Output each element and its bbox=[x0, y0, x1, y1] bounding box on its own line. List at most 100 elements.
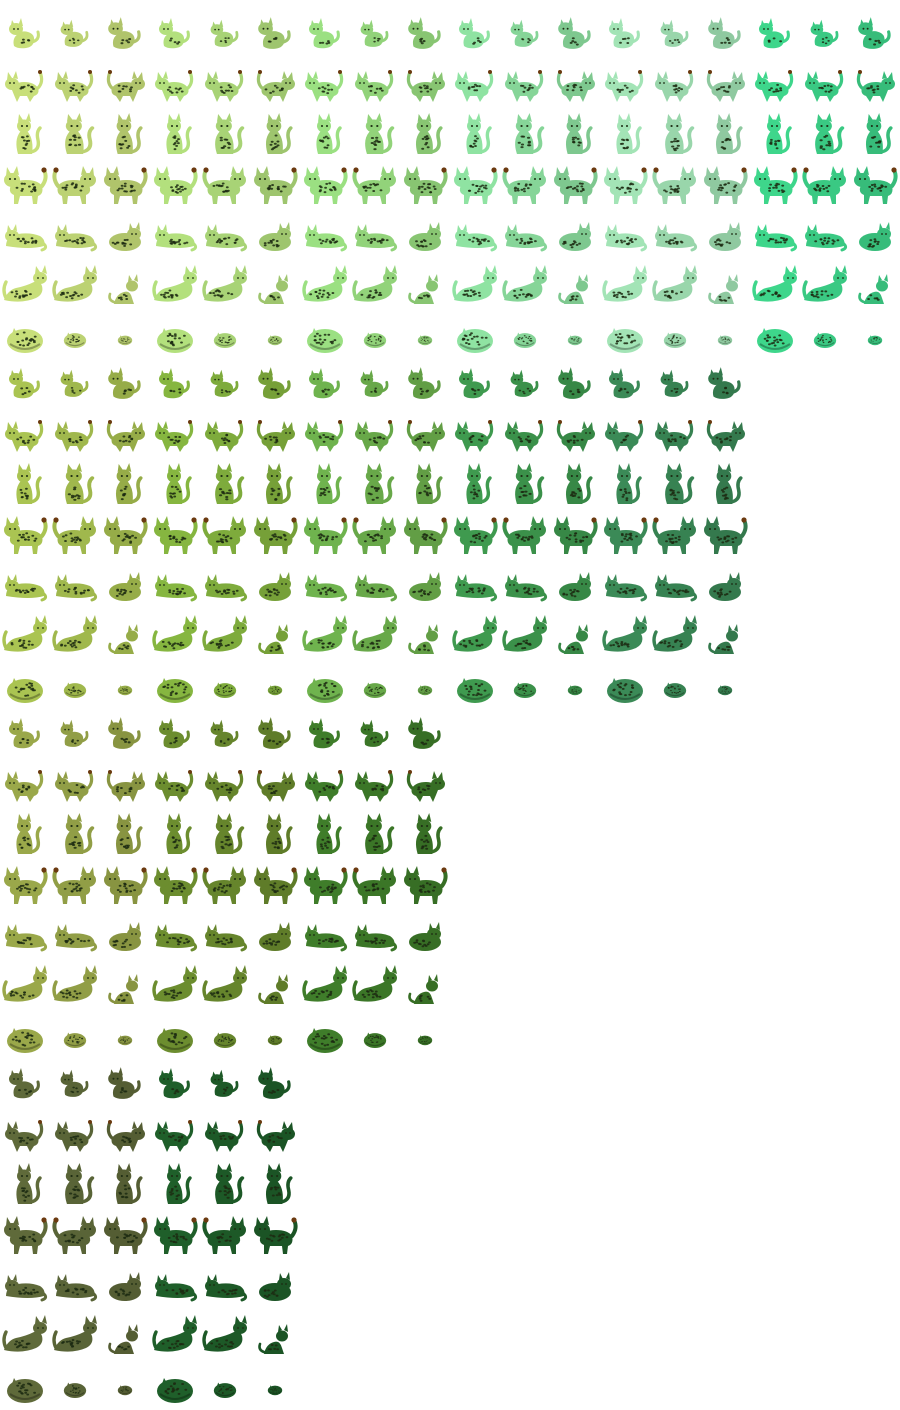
cat-sprite-light-green-cats-sleeping-5-1 bbox=[800, 310, 850, 360]
cat-sprite-mid-green-cats-adolescent-4-0 bbox=[600, 410, 650, 460]
cat-sprite-mid-green-cats-adult-stretching-3-1 bbox=[500, 610, 550, 660]
cat-sprite-mid-green-cats-adult-sitting-0-2 bbox=[100, 460, 150, 510]
cat-sprite-dark-green-cats-adult-standing-1-0 bbox=[150, 1210, 200, 1260]
cat-sprite-mid-green-cats-adolescent-2-2 bbox=[400, 410, 450, 460]
cat-sprite-light-green-cats-adult-sitting-3-2 bbox=[550, 110, 600, 160]
cat-sprite-light-green-cats-sleeping-2-2 bbox=[400, 310, 450, 360]
cat-sprite-olive-green-cats-adult-standing-0-0 bbox=[0, 860, 50, 910]
cat-sprite-light-green-cats-adolescent-0-2 bbox=[100, 60, 150, 110]
cat-sprite-mid-green-cats-sleeping-2-0 bbox=[300, 660, 350, 710]
cat-sprite-mid-green-cats-kitten-3-1 bbox=[500, 360, 550, 410]
cat-sprite-olive-green-cats-sleeping-1-0 bbox=[150, 1010, 200, 1060]
cat-sprite-light-green-cats-adult-standing-1-0 bbox=[150, 160, 200, 210]
cat-sprite-mid-green-cats-kitten-4-2 bbox=[700, 360, 750, 410]
cat-sprite-olive-green-cats-adolescent-2-0 bbox=[300, 760, 350, 810]
cat-sprite-light-green-cats-kitten-2-0 bbox=[300, 10, 350, 60]
cat-sprite-mid-green-cats-adult-sitting-0-1 bbox=[50, 460, 100, 510]
cat-sprite-olive-green-cats-sleeping-0-1 bbox=[50, 1010, 100, 1060]
cat-sprite-dark-green-cats-kitten-1-0 bbox=[150, 1060, 200, 1110]
cat-sprite-olive-green-cats-adult-standing-2-2 bbox=[400, 860, 450, 910]
cat-sprite-light-green-cats-adult-standing-2-2 bbox=[400, 160, 450, 210]
cat-sprite-light-green-cats-adult-standing-3-2 bbox=[550, 160, 600, 210]
cat-sprite-dark-green-cats-adult-lying-1-1 bbox=[200, 1260, 250, 1310]
cat-sprite-light-green-cats-adult-lying-3-1 bbox=[500, 210, 550, 260]
cat-sprite-light-green-cats-adolescent-4-0 bbox=[600, 60, 650, 110]
cat-sprite-mid-green-cats-adult-stretching-0-0 bbox=[0, 610, 50, 660]
cat-sprite-light-green-cats-adult-stretching-2-2 bbox=[400, 260, 450, 310]
cat-sprite-light-green-cats-adult-lying-0-0 bbox=[0, 210, 50, 260]
cat-sprite-mid-green-cats-sleeping-0-0 bbox=[0, 660, 50, 710]
cat-sprite-light-green-cats-adult-standing-2-0 bbox=[300, 160, 350, 210]
cat-sprite-mid-green-cats-kitten-2-1 bbox=[350, 360, 400, 410]
cat-sprite-mid-green-cats-sleeping-0-2 bbox=[100, 660, 150, 710]
cat-sprite-mid-green-cats-kitten-0-0 bbox=[0, 360, 50, 410]
cat-sprite-mid-green-cats-adult-standing-1-2 bbox=[250, 510, 300, 560]
cat-sprite-mid-green-cats-adult-sitting-4-1 bbox=[650, 460, 700, 510]
cat-sprite-light-green-cats-adolescent-4-2 bbox=[700, 60, 750, 110]
cat-sprite-light-green-cats-adult-lying-2-2 bbox=[400, 210, 450, 260]
cat-sprite-olive-green-cats-adult-lying-2-2 bbox=[400, 910, 450, 960]
cat-sprite-light-green-cats-adult-lying-5-2 bbox=[850, 210, 900, 260]
cat-sprite-mid-green-cats-kitten-2-2 bbox=[400, 360, 450, 410]
cat-sprite-light-green-cats-adult-stretching-4-1 bbox=[650, 260, 700, 310]
cat-sprite-mid-green-cats-adult-sitting-2-1 bbox=[350, 460, 400, 510]
cat-sprite-olive-green-cats-kitten-0-2 bbox=[100, 710, 150, 760]
cat-sprite-light-green-cats-sleeping-3-1 bbox=[500, 310, 550, 360]
cat-sprite-light-green-cats-adult-standing-0-0 bbox=[0, 160, 50, 210]
cat-sprite-olive-green-cats-adult-stretching-0-0 bbox=[0, 960, 50, 1010]
cat-sprite-dark-green-cats-adult-sitting-1-0 bbox=[150, 1160, 200, 1210]
cat-sprite-dark-green-cats-adult-stretching-0-2 bbox=[100, 1310, 150, 1360]
cat-sprite-mid-green-cats-adult-sitting-4-2 bbox=[700, 460, 750, 510]
cat-sprite-mid-green-cats-adolescent-4-2 bbox=[700, 410, 750, 460]
cat-sprite-olive-green-cats-adult-stretching-0-2 bbox=[100, 960, 150, 1010]
cat-sprite-dark-green-cats-kitten-0-2 bbox=[100, 1060, 150, 1110]
cat-sprite-light-green-cats-kitten-1-0 bbox=[150, 10, 200, 60]
cat-sprite-dark-green-cats-adult-lying-1-2 bbox=[250, 1260, 300, 1310]
cat-sprite-light-green-cats-kitten-0-0 bbox=[0, 10, 50, 60]
cat-sprite-dark-green-cats-adult-stretching-1-2 bbox=[250, 1310, 300, 1360]
cat-sprite-olive-green-cats-adolescent-2-1 bbox=[350, 760, 400, 810]
cat-sprite-mid-green-cats-kitten-2-0 bbox=[300, 360, 350, 410]
cat-sprite-light-green-cats-adult-standing-1-1 bbox=[200, 160, 250, 210]
cat-sprite-mid-green-cats-adult-lying-0-0 bbox=[0, 560, 50, 610]
cat-sprite-light-green-cats-adult-standing-5-0 bbox=[750, 160, 800, 210]
cat-sprite-mid-green-cats-adolescent-3-0 bbox=[450, 410, 500, 460]
cat-sprite-dark-green-cats-adolescent-1-1 bbox=[200, 1110, 250, 1160]
cat-sprite-dark-green-cats-sleeping-0-2 bbox=[100, 1360, 150, 1410]
cat-sprite-dark-green-cats-adult-lying-0-0 bbox=[0, 1260, 50, 1310]
cat-sprite-light-green-cats-kitten-4-0 bbox=[600, 10, 650, 60]
cat-sprite-mid-green-cats-adult-standing-4-0 bbox=[600, 510, 650, 560]
cat-sprite-light-green-cats-adult-sitting-5-0 bbox=[750, 110, 800, 160]
cat-sprite-mid-green-cats-sleeping-2-1 bbox=[350, 660, 400, 710]
cat-sprite-olive-green-cats-adult-standing-1-0 bbox=[150, 860, 200, 910]
cat-sprite-light-green-cats-kitten-3-2 bbox=[550, 10, 600, 60]
cat-sprite-olive-green-cats-sleeping-2-1 bbox=[350, 1010, 400, 1060]
cat-sprite-mid-green-cats-adult-stretching-2-1 bbox=[350, 610, 400, 660]
cat-sprite-mid-green-cats-adolescent-3-1 bbox=[500, 410, 550, 460]
cat-sprite-mid-green-cats-sleeping-1-0 bbox=[150, 660, 200, 710]
cat-sprite-mid-green-cats-adult-lying-4-2 bbox=[700, 560, 750, 610]
cat-sprite-light-green-cats-adult-stretching-4-2 bbox=[700, 260, 750, 310]
cat-sprite-dark-green-cats-adult-stretching-1-1 bbox=[200, 1310, 250, 1360]
cat-sprite-light-green-cats-adult-stretching-5-1 bbox=[800, 260, 850, 310]
cat-sprite-light-green-cats-adult-standing-5-1 bbox=[800, 160, 850, 210]
cat-sprite-light-green-cats-adult-lying-5-0 bbox=[750, 210, 800, 260]
cat-sprite-light-green-cats-sleeping-0-1 bbox=[50, 310, 100, 360]
cat-sprite-light-green-cats-adult-sitting-3-0 bbox=[450, 110, 500, 160]
cat-sprite-mid-green-cats-adult-sitting-1-0 bbox=[150, 460, 200, 510]
cat-sprite-light-green-cats-adolescent-1-1 bbox=[200, 60, 250, 110]
cat-sprite-olive-green-cats-adult-stretching-0-1 bbox=[50, 960, 100, 1010]
cat-sprite-mid-green-cats-adult-standing-4-2 bbox=[700, 510, 750, 560]
cat-sprite-mid-green-cats-adult-sitting-3-2 bbox=[550, 460, 600, 510]
cat-sprite-dark-green-cats-adult-lying-0-2 bbox=[100, 1260, 150, 1310]
cat-sprite-olive-green-cats-adolescent-1-0 bbox=[150, 760, 200, 810]
cat-sprite-olive-green-cats-adult-sitting-2-0 bbox=[300, 810, 350, 860]
cat-sprite-olive-green-cats-adult-lying-1-0 bbox=[150, 910, 200, 960]
cat-sprite-olive-green-cats-kitten-1-1 bbox=[200, 710, 250, 760]
cat-sprite-olive-green-cats-adult-sitting-2-2 bbox=[400, 810, 450, 860]
cat-sprite-mid-green-cats-sleeping-3-1 bbox=[500, 660, 550, 710]
cat-sprite-mid-green-cats-kitten-1-0 bbox=[150, 360, 200, 410]
cat-sprite-olive-green-cats-adult-standing-2-1 bbox=[350, 860, 400, 910]
cat-sprite-mid-green-cats-kitten-1-1 bbox=[200, 360, 250, 410]
cat-sprite-mid-green-cats-adult-stretching-0-1 bbox=[50, 610, 100, 660]
